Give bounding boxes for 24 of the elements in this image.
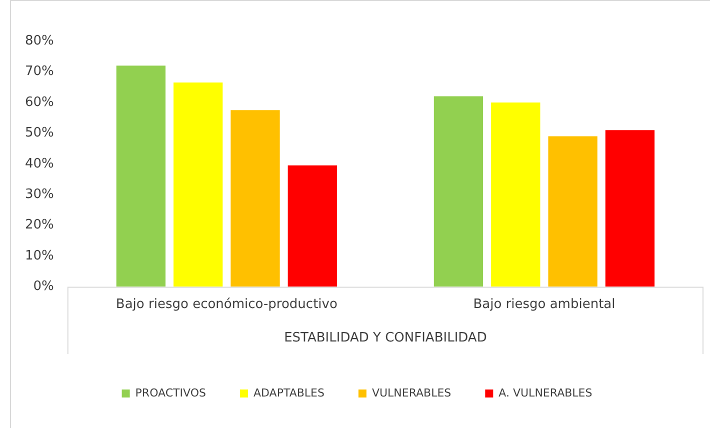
y-tick-label: 0% [33, 279, 54, 294]
bar [174, 82, 223, 287]
legend-label: VULNERABLES [372, 386, 452, 400]
y-tick-label: 50% [24, 126, 54, 141]
x-tick-label: Bajo riesgo económico-productivo [116, 296, 338, 312]
y-tick-label: 10% [24, 248, 54, 264]
bar [605, 130, 655, 287]
bar [491, 102, 540, 287]
bar [434, 96, 484, 287]
bar [116, 66, 166, 287]
legend-label: PROACTIVOS [135, 386, 206, 400]
legend-label: A. VULNERABLES [498, 386, 592, 400]
y-tick-label: 40% [24, 156, 54, 172]
bar [548, 136, 598, 287]
y-tick-label: 80% [24, 33, 54, 48]
bar [230, 110, 280, 287]
y-tick-label: 60% [24, 94, 54, 110]
bar [288, 165, 337, 287]
y-tick-label: 20% [24, 218, 54, 233]
legend-label: ADAPTABLES [253, 386, 324, 400]
y-tick-label: 30% [24, 187, 54, 202]
x-tick-label: Bajo riesgo ambiental [473, 296, 616, 312]
y-tick-label: 70% [24, 64, 54, 80]
x-axis-title: ESTABILIDAD Y CONFIABILIDAD [284, 330, 487, 346]
